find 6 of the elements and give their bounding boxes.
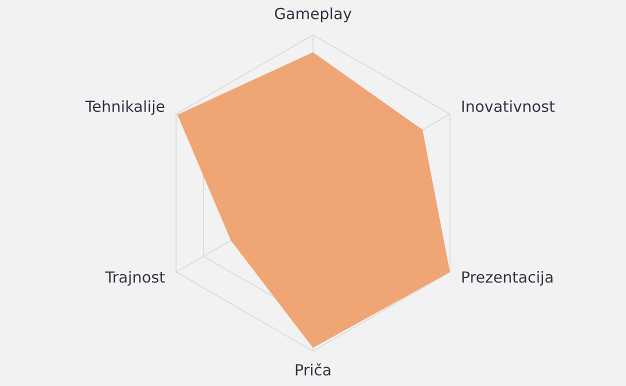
- spoke-label: Trajnost: [105, 270, 165, 286]
- spoke-label: Inovativnost: [462, 100, 555, 112]
- spoke-label: Priča: [296, 363, 330, 376]
- spoke-label: Prezentacija: [462, 270, 552, 286]
- spoke-label: Tehnikalije: [85, 100, 164, 116]
- spoke-label: Gameplay: [274, 7, 352, 22]
